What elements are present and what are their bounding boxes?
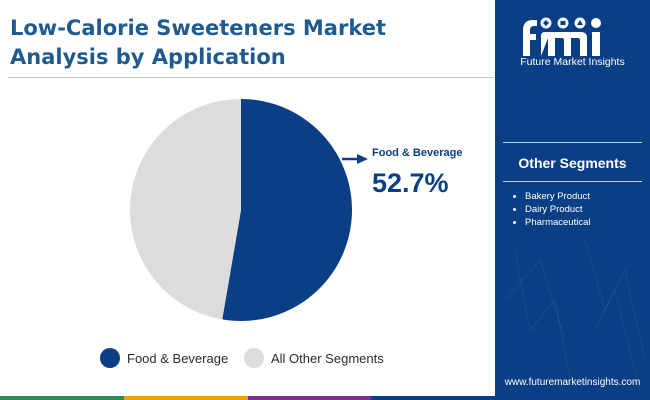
segments-divider-bottom xyxy=(503,181,642,182)
pie-slices xyxy=(129,99,352,322)
fmi-logo xyxy=(523,17,601,56)
title-divider xyxy=(8,77,494,78)
segments-divider-top xyxy=(503,142,642,143)
callout-value: 52.7% xyxy=(372,168,449,198)
pie-chart xyxy=(129,99,368,322)
legend-swatch xyxy=(100,348,120,368)
bottom-bar-segment xyxy=(247,396,372,400)
panel-pattern xyxy=(504,239,646,391)
legend-swatch xyxy=(244,348,264,368)
segment-item-pharmaceutical: Pharmaceutical xyxy=(513,216,590,229)
pie-slice-food-beverage xyxy=(222,99,352,322)
legend-label: All Other Segments xyxy=(271,351,384,366)
page-title: Low-Calorie Sweeteners Market Analysis b… xyxy=(10,14,480,72)
other-segments-list: Bakery Product Dairy Product Pharmaceuti… xyxy=(513,190,590,229)
bottom-bar-segment xyxy=(371,396,495,400)
segment-item-dairy-product: Dairy Product xyxy=(513,203,590,216)
callout-label: Food & Beverage xyxy=(372,147,463,159)
bottom-bar-segment xyxy=(123,396,248,400)
bottom-color-bar xyxy=(0,396,495,400)
pie-slice-all-other-segments xyxy=(129,99,241,320)
title-line-1: Low-Calorie Sweeteners Market xyxy=(10,16,387,40)
callout-arrow xyxy=(342,154,368,164)
right-panel: Future Market Insights Other Segments Ba… xyxy=(495,0,650,400)
logo-text: Future Market Insights xyxy=(520,56,625,68)
other-segments-title: Other Segments xyxy=(518,155,627,171)
bottom-bar-segment xyxy=(0,396,124,400)
legend-label: Food & Beverage xyxy=(127,351,229,366)
website-url[interactable]: www.futuremarketinsights.com xyxy=(504,377,641,388)
segment-item-bakery-product: Bakery Product xyxy=(513,190,590,203)
title-line-2: Analysis by Application xyxy=(10,45,286,69)
